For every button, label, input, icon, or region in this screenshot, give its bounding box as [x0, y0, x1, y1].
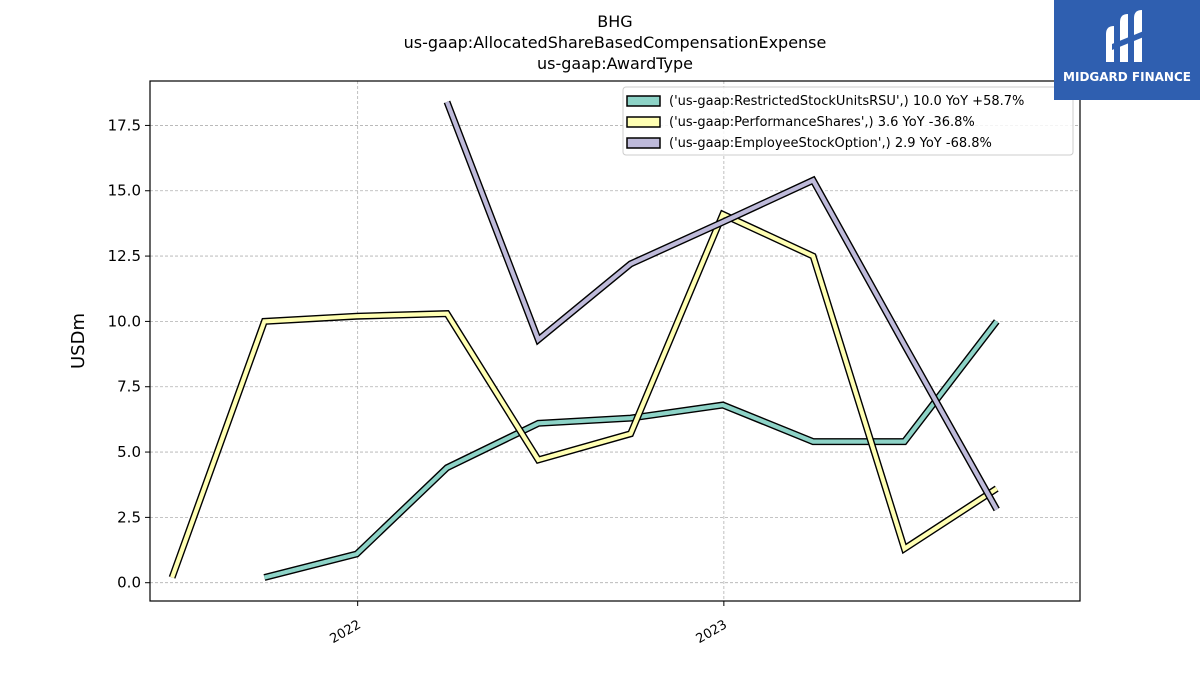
- y-tick-label: 15.0: [108, 182, 141, 200]
- plot-frame: [149, 80, 1081, 602]
- y-tick-label: 12.5: [108, 247, 141, 265]
- legend-label: ('us-gaap:PerformanceShares',) 3.6 YoY -…: [669, 115, 975, 130]
- series-1: [168, 209, 999, 579]
- legend-swatch: [626, 137, 661, 149]
- series-line: [445, 101, 999, 511]
- series-layer: [168, 100, 1000, 581]
- legend-swatch: [626, 116, 661, 128]
- y-tick-label: 5.0: [117, 443, 141, 461]
- legend-label: ('us-gaap:RestrictedStockUnitsRSU',) 10.…: [669, 94, 1024, 109]
- legend-label: ('us-gaap:EmployeeStockOption',) 2.9 YoY…: [669, 136, 992, 151]
- legend-box: [622, 86, 1074, 156]
- y-axis-label: USDm: [68, 313, 89, 369]
- y-tick-label: 17.5: [108, 116, 141, 134]
- series-0: [263, 319, 1000, 581]
- chart-title: BHG us-gaap:AllocatedShareBasedCompensati…: [404, 12, 827, 73]
- y-tick-label: 10.0: [108, 312, 141, 330]
- x-tick-label: 2023: [694, 617, 730, 647]
- logo-mark-icon: [1106, 10, 1146, 62]
- logo-text: MIDGARD FINANCE: [1063, 70, 1191, 84]
- legend: ('us-gaap:RestrictedStockUnitsRSU',) 10.…: [622, 86, 1074, 156]
- series-line-outline: [168, 209, 999, 579]
- x-axis: 2022 2023: [328, 601, 730, 647]
- title-line: us-gaap:AwardType: [537, 54, 693, 73]
- series-line: [170, 211, 998, 579]
- y-tick-label: 0.0: [117, 574, 141, 592]
- legend-swatch: [626, 95, 661, 107]
- title-line: BHG: [597, 12, 632, 31]
- y-tick-label: 2.5: [117, 508, 141, 526]
- y-axis: 0.0 2.5 5.0 7.5 10.0 12.5 15.0 17.5: [108, 116, 150, 592]
- series-line: [263, 320, 999, 580]
- series-2: [443, 100, 1000, 512]
- title-line: us-gaap:AllocatedShareBasedCompensationE…: [404, 33, 827, 52]
- x-tick-label: 2022: [328, 617, 364, 647]
- y-tick-label: 7.5: [117, 378, 141, 396]
- logo: MIDGARD FINANCE: [1054, 0, 1200, 100]
